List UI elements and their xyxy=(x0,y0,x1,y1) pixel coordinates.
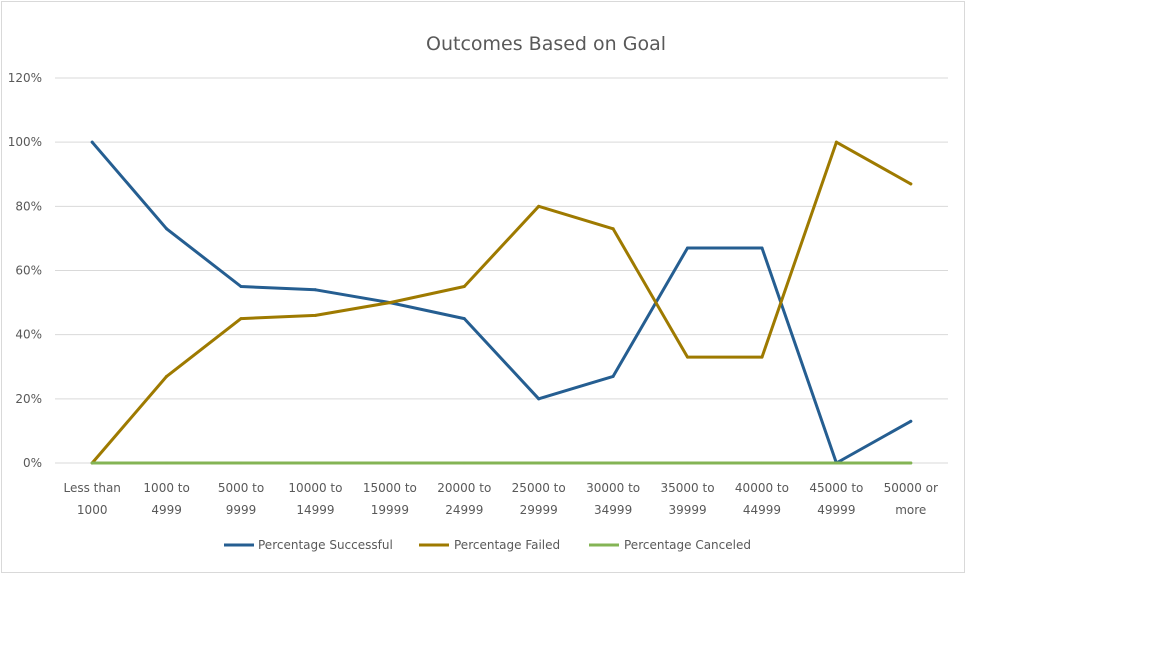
data-point xyxy=(388,461,392,465)
x-tick-label: 50000 or more xyxy=(884,481,938,517)
data-point xyxy=(611,227,615,231)
x-tick-label: 45000 to 49999 xyxy=(809,481,863,517)
data-point xyxy=(90,140,94,144)
x-tick-label: 40000 to 44999 xyxy=(735,481,789,517)
data-point xyxy=(834,140,838,144)
x-tick-label: 35000 to 39999 xyxy=(661,481,715,517)
data-point xyxy=(90,461,94,465)
data-point xyxy=(388,301,392,305)
data-point xyxy=(313,461,317,465)
gridlines xyxy=(55,77,948,464)
data-point xyxy=(462,317,466,321)
x-tick-label: 10000 to 14999 xyxy=(288,481,342,517)
chart-title: Outcomes Based on Goal xyxy=(426,33,666,55)
data-point xyxy=(239,285,243,289)
data-point xyxy=(313,288,317,292)
data-point xyxy=(760,246,764,250)
data-point xyxy=(909,182,913,186)
data-point xyxy=(165,227,169,231)
y-tick-label: 60% xyxy=(15,264,42,278)
data-point xyxy=(834,461,838,465)
y-axis: 0% 20% 40% 60% 80% 100% 120% xyxy=(8,71,42,470)
data-point xyxy=(239,317,243,321)
x-tick-label: 15000 to 19999 xyxy=(363,481,417,517)
data-point xyxy=(239,461,243,465)
x-tick-label: 20000 to 24999 xyxy=(437,481,491,517)
plot-series xyxy=(90,140,913,465)
data-point xyxy=(686,461,690,465)
legend: Percentage Successful Percentage Failed Pe… xyxy=(224,538,751,552)
data-point xyxy=(537,461,541,465)
data-point xyxy=(611,374,615,378)
legend-label: Percentage Successful xyxy=(258,538,393,552)
data-point xyxy=(686,246,690,250)
series-line-2 xyxy=(90,140,913,465)
x-tick-label: 25000 to 29999 xyxy=(512,481,566,517)
data-point xyxy=(537,397,541,401)
data-point xyxy=(537,204,541,208)
data-point xyxy=(760,355,764,359)
data-point xyxy=(462,461,466,465)
x-tick-label: 1000 to 4999 xyxy=(143,481,189,517)
x-axis: Less than 1000 1000 to 4999 5000 to 9999 10000… xyxy=(63,481,938,517)
y-tick-label: 20% xyxy=(15,392,42,406)
legend-label: Percentage Failed xyxy=(454,538,560,552)
data-point xyxy=(760,461,764,465)
data-point xyxy=(686,355,690,359)
series-line-1 xyxy=(90,140,913,465)
data-point xyxy=(165,461,169,465)
x-tick-label: 30000 to 34999 xyxy=(586,481,640,517)
y-tick-label: 80% xyxy=(15,199,42,213)
y-tick-label: 100% xyxy=(8,135,42,149)
data-point xyxy=(909,419,913,423)
data-point xyxy=(462,285,466,289)
data-point xyxy=(165,374,169,378)
data-point xyxy=(611,461,615,465)
x-tick-label: Less than 1000 xyxy=(63,481,120,517)
y-tick-label: 0% xyxy=(23,456,42,470)
x-tick-label: 5000 to 9999 xyxy=(218,481,264,517)
data-point xyxy=(909,461,913,465)
y-tick-label: 120% xyxy=(8,71,42,85)
legend-label: Percentage Canceled xyxy=(624,538,751,552)
data-point xyxy=(313,313,317,317)
chart-area xyxy=(1,1,965,573)
y-tick-label: 40% xyxy=(15,328,42,342)
